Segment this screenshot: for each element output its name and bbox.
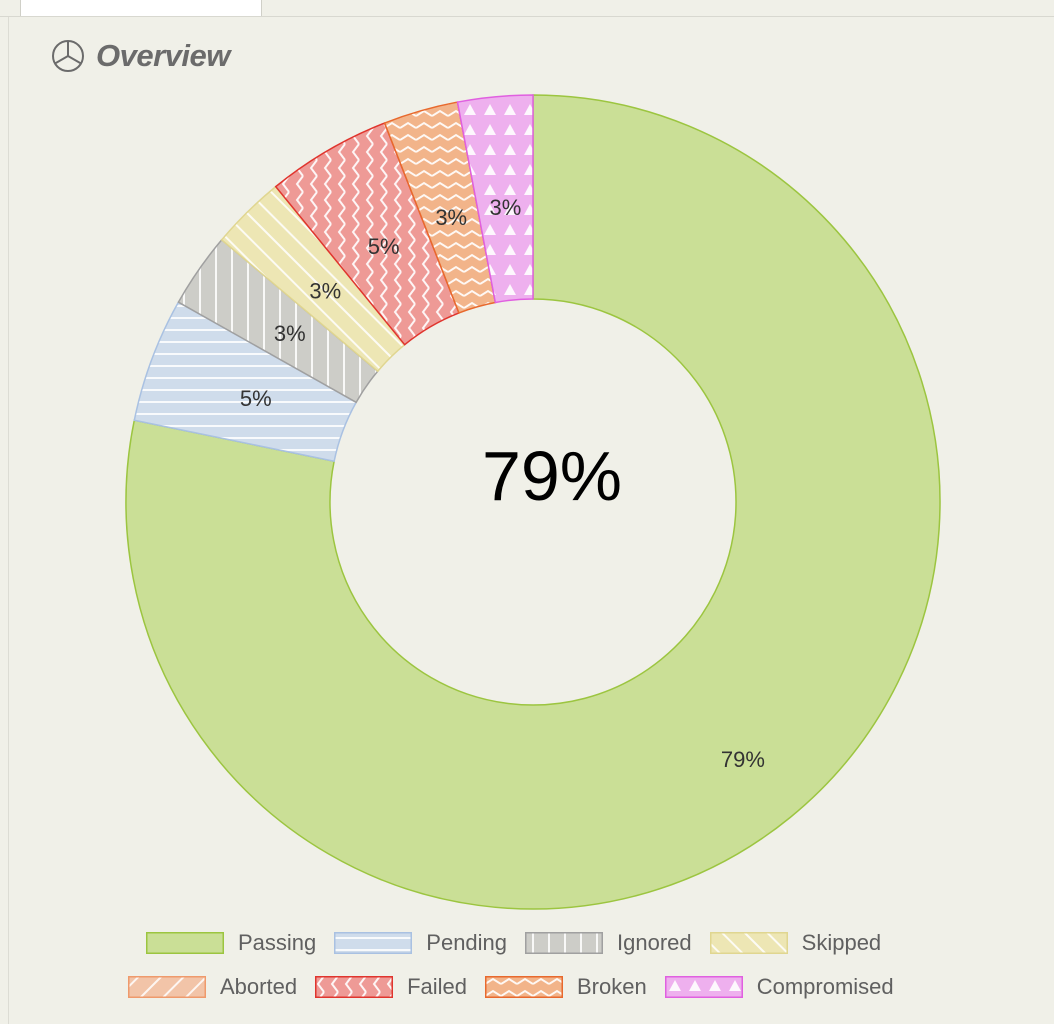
legend-swatch-aborted	[128, 976, 206, 998]
legend-swatch-skipped	[709, 932, 788, 954]
legend-label-broken: Broken	[576, 974, 647, 999]
panel-border	[8, 17, 9, 1024]
overview-header: Overview	[50, 36, 230, 76]
slice-label-pending: 5%	[240, 386, 272, 411]
donut-chart: 79%5%3%3%5%3% 3% 79%	[125, 94, 941, 910]
legend-label-ignored: Ignored	[617, 930, 692, 955]
legend-label-aborted: Aborted	[220, 974, 298, 999]
slice-label-ignored: 3%	[274, 321, 306, 346]
page-title: Overview	[96, 38, 230, 73]
slice-label-failed: 5%	[368, 234, 400, 259]
slice-label-compromised: 3%	[490, 195, 522, 220]
legend-item-compromised[interactable]: Compromised	[664, 974, 894, 1000]
legend-swatch-passing	[146, 932, 224, 954]
legend-item-aborted[interactable]: Aborted	[128, 974, 297, 1000]
legend-swatch-pending	[334, 932, 413, 954]
legend-item-ignored[interactable]: Ignored	[525, 930, 692, 956]
labels-group: 79%5%3%3%5%3% 3%	[240, 195, 765, 772]
legend-swatch-compromised	[664, 976, 743, 998]
slice-compromised[interactable]	[456, 94, 534, 304]
legend-label-compromised: Compromised	[756, 974, 894, 999]
center-label: 79%	[482, 437, 622, 515]
slice-label-skipped: 3%	[309, 279, 341, 304]
legend-item-broken[interactable]: Broken	[484, 974, 647, 1000]
legend-swatch-broken	[484, 976, 563, 998]
legend-item-skipped[interactable]: Skipped	[709, 930, 882, 956]
slice-label-passing: 79%	[721, 747, 765, 772]
legend-item-failed[interactable]: Failed	[315, 974, 467, 1000]
legend-label-passing: Passing	[238, 930, 317, 955]
slice-label-broken: 3%	[435, 205, 467, 230]
legend-label-failed: Failed	[407, 974, 467, 999]
slice-passing[interactable]	[125, 94, 941, 910]
legend-label-skipped: Skipped	[801, 930, 882, 955]
tab-bar	[0, 0, 1054, 17]
slices-group	[125, 94, 941, 910]
legend-swatch-ignored	[525, 932, 604, 954]
legend-item-pending[interactable]: Pending	[334, 930, 507, 956]
legend-label-pending: Pending	[426, 930, 508, 955]
legend-item-passing[interactable]: Passing	[146, 930, 316, 956]
pie-chart-icon	[50, 38, 86, 74]
legend-swatch-failed	[315, 976, 394, 998]
tab-overview[interactable]	[20, 0, 262, 16]
